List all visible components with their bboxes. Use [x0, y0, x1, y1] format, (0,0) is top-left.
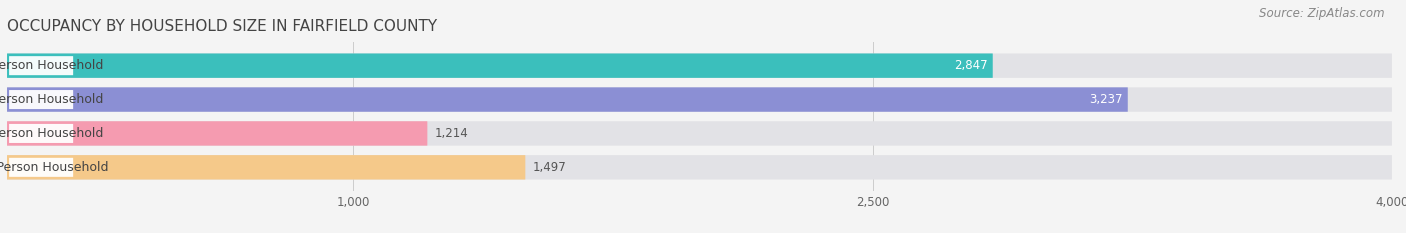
FancyBboxPatch shape	[7, 155, 526, 180]
Text: 3-Person Household: 3-Person Household	[0, 127, 103, 140]
FancyBboxPatch shape	[8, 90, 73, 109]
Text: 2,847: 2,847	[953, 59, 987, 72]
FancyBboxPatch shape	[7, 121, 427, 146]
Text: 1,214: 1,214	[434, 127, 468, 140]
FancyBboxPatch shape	[7, 53, 1392, 78]
Text: 1-Person Household: 1-Person Household	[0, 59, 103, 72]
FancyBboxPatch shape	[7, 87, 1128, 112]
Text: 1,497: 1,497	[533, 161, 567, 174]
FancyBboxPatch shape	[8, 124, 73, 143]
Text: 3,237: 3,237	[1090, 93, 1122, 106]
Text: 4+ Person Household: 4+ Person Household	[0, 161, 108, 174]
FancyBboxPatch shape	[7, 87, 1392, 112]
FancyBboxPatch shape	[8, 56, 73, 75]
Text: OCCUPANCY BY HOUSEHOLD SIZE IN FAIRFIELD COUNTY: OCCUPANCY BY HOUSEHOLD SIZE IN FAIRFIELD…	[7, 19, 437, 34]
FancyBboxPatch shape	[7, 53, 993, 78]
FancyBboxPatch shape	[7, 155, 1392, 180]
Text: Source: ZipAtlas.com: Source: ZipAtlas.com	[1260, 7, 1385, 20]
FancyBboxPatch shape	[8, 158, 73, 177]
Text: 2-Person Household: 2-Person Household	[0, 93, 103, 106]
FancyBboxPatch shape	[7, 121, 1392, 146]
